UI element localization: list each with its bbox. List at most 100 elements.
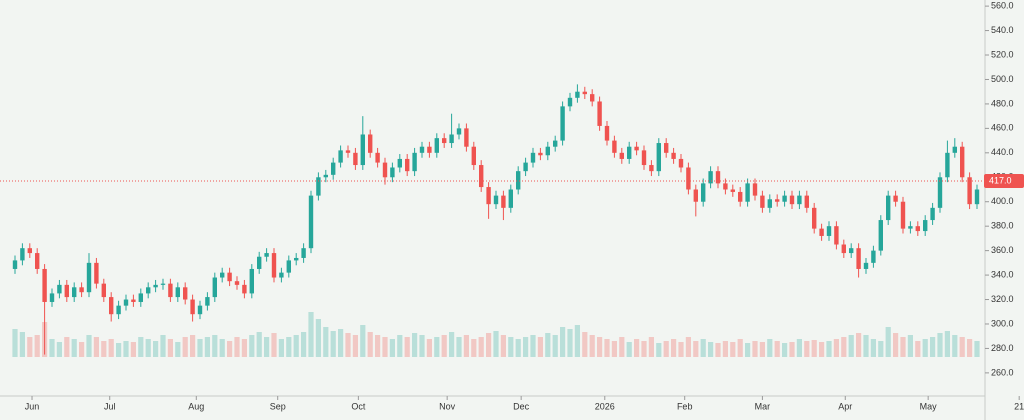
y-tick-label: 320.0	[991, 294, 1014, 304]
y-tick-label: 560.0	[991, 0, 1014, 10]
volume-bar	[182, 337, 188, 357]
volume-bar	[560, 327, 566, 357]
volume-bar	[345, 333, 351, 357]
candle-body	[449, 134, 454, 144]
y-tick-label: 540.0	[991, 25, 1014, 35]
volume-bar	[530, 335, 536, 357]
y-tick-label: 520.0	[991, 49, 1014, 59]
volume-bar	[856, 333, 862, 357]
candle-body	[789, 195, 795, 205]
candle-body	[826, 226, 832, 236]
volume-bar	[493, 331, 499, 357]
volume-bar	[952, 335, 958, 357]
volume-bar	[389, 339, 395, 357]
volume-bar	[930, 337, 936, 357]
volume-bar	[752, 341, 758, 357]
volume-bar	[893, 333, 899, 357]
candle-body	[641, 150, 647, 166]
volume-bar	[167, 339, 173, 357]
candle-body	[212, 277, 217, 298]
x-tick-label: Jun	[25, 401, 40, 411]
volume-bar	[767, 339, 773, 357]
volume-bar	[826, 341, 832, 357]
candle-body	[412, 152, 417, 172]
volume-bar	[449, 332, 455, 357]
candle-body	[220, 272, 225, 278]
volume-bar	[819, 342, 825, 357]
candle-body	[368, 134, 373, 153]
candle-body	[360, 134, 365, 166]
last-price-label: 417.0	[989, 175, 1012, 185]
candle-body	[168, 283, 173, 298]
candle-body	[227, 272, 232, 282]
candle-body	[456, 128, 462, 135]
volume-bar	[500, 335, 506, 357]
candle-body	[508, 189, 513, 208]
volume-bar	[241, 339, 247, 357]
candle-body	[841, 244, 846, 254]
candle-body	[397, 158, 402, 168]
candle-body	[131, 299, 136, 302]
candle-body	[945, 152, 950, 178]
volume-bar	[619, 337, 625, 357]
volume-bar	[360, 325, 366, 357]
candle-body	[545, 146, 550, 156]
volume-bar	[974, 341, 980, 357]
volume-bar	[323, 327, 329, 357]
volume-bar	[663, 341, 669, 357]
last-price-box	[984, 173, 1024, 188]
candle-body	[708, 171, 713, 184]
volume-bar	[197, 339, 203, 357]
volume-bar	[375, 335, 381, 357]
volume-bar	[796, 339, 802, 357]
volume-bar	[130, 342, 136, 357]
volume-bar	[249, 335, 255, 357]
candle-body	[523, 162, 528, 172]
volume-bar	[264, 337, 270, 357]
volume-bar	[145, 339, 151, 357]
candle-body	[604, 125, 610, 141]
volume-bar	[463, 335, 469, 357]
candle-body	[960, 146, 965, 178]
volume-bar	[611, 341, 617, 357]
candle-body	[908, 226, 913, 229]
candle-body	[849, 248, 854, 254]
volume-bar	[915, 341, 921, 357]
volume-bar	[811, 340, 817, 357]
volume-bar	[426, 339, 432, 357]
candle-body	[649, 165, 654, 172]
candle-body	[738, 191, 743, 202]
y-tick-label: 260.0	[991, 367, 1014, 377]
volume-bar	[597, 337, 603, 357]
volume-bar	[352, 335, 358, 357]
volume-bar	[841, 337, 847, 357]
candle-body	[760, 195, 765, 208]
x-tick-label: Apr	[838, 401, 852, 411]
volume-bar	[515, 339, 521, 357]
volume-bar	[730, 342, 736, 357]
candle-body	[930, 207, 935, 221]
candle-body	[486, 187, 491, 205]
volume-bar	[833, 339, 839, 357]
volume-bar	[804, 341, 810, 357]
volume-bar	[878, 341, 884, 357]
candle-body	[86, 262, 92, 293]
candle-body	[493, 195, 499, 205]
candle-body	[967, 177, 972, 205]
volume-bar	[330, 331, 336, 357]
candle-body	[308, 195, 314, 249]
y-tick-label: 300.0	[991, 318, 1014, 328]
candle-body	[656, 143, 661, 172]
volume-bar	[315, 319, 321, 357]
candle-body	[42, 268, 47, 302]
volume-bar	[693, 341, 699, 357]
candle-body	[782, 195, 787, 202]
candle-body	[338, 150, 343, 163]
candle-body	[205, 297, 210, 306]
y-tick-label: 380.0	[991, 221, 1014, 231]
candle-body	[900, 201, 906, 229]
candle-body	[538, 152, 543, 156]
volume-bar	[722, 341, 728, 357]
candle-body	[501, 195, 506, 208]
